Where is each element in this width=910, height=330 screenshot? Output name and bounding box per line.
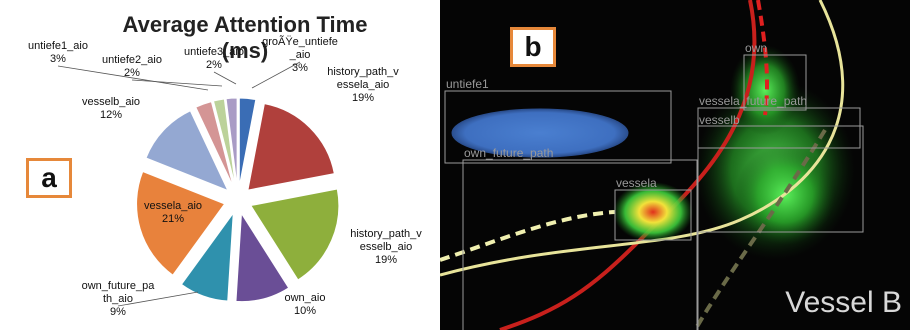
- untiefe1-shape: [451, 108, 629, 158]
- box-label-vessela-future-path: vessela_future_path: [699, 94, 807, 108]
- panel-a-chart: Average Attention Time (ms) groÃŸe_untie…: [0, 0, 440, 330]
- box-vesselb: [697, 125, 864, 233]
- pie-label-history-path-vesselb-aio: history_path_v esselb_aio 19%: [350, 228, 422, 266]
- panel-a-badge: a: [26, 158, 72, 198]
- pie-slice-gro-e-untiefe-aio: [238, 97, 257, 187]
- pie-slice-vessela-aio: [136, 170, 226, 276]
- panel-b-badge: b: [510, 27, 556, 67]
- pie-label-vessela-aio: vessela_aio 21%: [143, 200, 203, 225]
- leader-line: [251, 61, 301, 89]
- attention-hotspot-vessela: [613, 182, 693, 242]
- pie-label-own-future-path-aio: own_future_pa th_aio 9%: [81, 280, 155, 318]
- chart-title: Average Attention Time (ms): [122, 12, 368, 63]
- pie-label-vesselb-aio: vesselb_aio 12%: [81, 96, 141, 121]
- box-label-vesselb: vesselb: [699, 113, 740, 127]
- box-vessela: [614, 189, 692, 241]
- leader-line: [131, 79, 223, 87]
- pie-slice-untiefe2-aio: [212, 98, 236, 187]
- pie-slice-own-aio: [235, 211, 290, 303]
- box-label-own-future-path: own_future_path: [464, 146, 553, 160]
- pie-label-untiefe3-aio: untiefe3_aio 2%: [184, 46, 244, 71]
- box-untiefe1: [444, 90, 672, 164]
- pie-slice-history-path-vessela-aio: [247, 103, 335, 191]
- leader-line: [57, 65, 209, 91]
- box-own-future-path: [462, 159, 698, 330]
- pie-slice-untiefe1-aio: [195, 100, 234, 188]
- leader-line: [213, 71, 237, 85]
- pie-slice-history-path-vesselb-aio: [250, 188, 340, 281]
- box-label-vessela: vessela: [616, 176, 657, 190]
- leader-line: [117, 291, 199, 307]
- box-label-own: own: [745, 41, 767, 55]
- box-label-untiefe1: untiefe1: [446, 77, 489, 91]
- own-future-dashed: [440, 210, 616, 262]
- pie-label-untiefe1-aio: untiefe1_aio 3%: [28, 40, 88, 65]
- pie-label-untiefe2-aio: untiefe2_aio 2%: [102, 54, 162, 79]
- vessel-b-caption: Vessel B: [785, 286, 902, 319]
- pie-label-gro-e-untiefe-aio: groÃŸe_untiefe _aio 3%: [262, 36, 338, 74]
- pie-slice-vesselb-aio: [145, 110, 229, 192]
- pie-label-own-aio: own_aio 10%: [284, 292, 326, 317]
- attention-heatmap: untiefe1 own_future_path vessela own ves…: [440, 0, 864, 330]
- pie-label-history-path-vessela-aio: history_path_v essela_aio 19%: [327, 66, 399, 104]
- box-own: [743, 54, 807, 111]
- pie-slice-own-future-path-aio: [180, 211, 234, 302]
- pie-chart: [57, 61, 340, 307]
- vessela-future-dashed: [756, 0, 770, 116]
- own-track-yellow: [440, 0, 845, 277]
- pie-slice-untiefe3-aio: [225, 97, 238, 187]
- vesselb-track-dashed: [693, 128, 827, 330]
- attention-cluster-own-top: [730, 45, 800, 135]
- panel-b-heatmap: untiefe1 own_future_path vessela own ves…: [440, 0, 910, 330]
